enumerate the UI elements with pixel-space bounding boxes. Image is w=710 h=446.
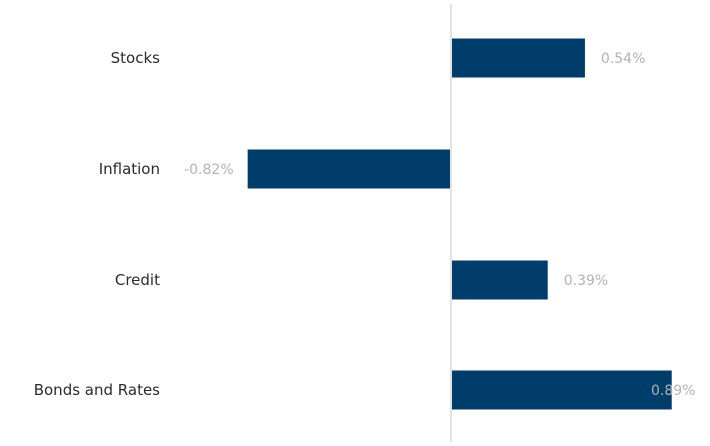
category-label: Stocks bbox=[111, 49, 161, 67]
value-label: 0.39% bbox=[564, 273, 608, 289]
bar-inflation bbox=[247, 149, 450, 189]
bar-bonds-and-rates bbox=[452, 370, 672, 410]
value-label: 0.89% bbox=[651, 383, 695, 399]
value-label: 0.54% bbox=[601, 51, 645, 67]
category-label: Credit bbox=[115, 271, 160, 289]
value-labels: 0.54% -0.82% 0.39% 0.89% bbox=[184, 51, 695, 399]
value-label: -0.82% bbox=[184, 162, 234, 178]
category-label: Inflation bbox=[99, 160, 160, 178]
category-labels: Stocks Inflation Credit Bonds and Rates bbox=[34, 49, 160, 399]
category-label: Bonds and Rates bbox=[34, 381, 160, 399]
bar-credit bbox=[452, 260, 548, 300]
bar-stocks bbox=[452, 38, 585, 78]
bars-group bbox=[247, 38, 672, 410]
